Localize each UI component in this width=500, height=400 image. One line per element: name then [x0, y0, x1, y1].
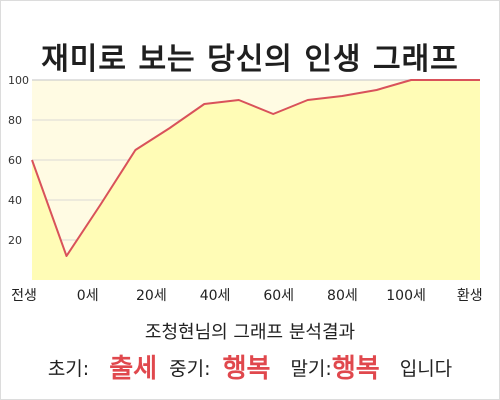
summary-ending: 입니다	[399, 358, 453, 380]
x-tick-label: 20세	[136, 288, 167, 304]
early-value: 출세	[109, 354, 158, 384]
mid-label: 중기:	[169, 358, 211, 380]
area-fill	[32, 80, 480, 280]
early-label: 초기:	[47, 358, 90, 380]
analysis-subtitle: 조청현님의 그래프 분석결과	[144, 322, 356, 343]
chart-title: 재미로 보는 당신의 인생 그래프	[41, 42, 459, 77]
x-tick-label: 60세	[263, 288, 294, 304]
late-label: 말기:	[290, 358, 332, 380]
x-tick-label: 40세	[200, 288, 231, 304]
x-tick-label: 환생	[457, 288, 483, 304]
y-tick-label: 80	[8, 114, 22, 127]
y-tick-label: 100	[8, 74, 29, 87]
mid-value: 행복	[222, 354, 271, 384]
y-tick-label: 20	[8, 234, 22, 247]
analysis-summary: 초기: 출세 중기: 행복 말기:행복 입니다	[0, 348, 500, 385]
y-axis-ticks: 20 40 60 80 100	[8, 74, 29, 247]
late-value: 행복	[331, 354, 380, 384]
x-tick-label: 100세	[386, 288, 426, 304]
x-axis-ticks: 전생 0세 20세 40세 60세 80세 100세 환생	[11, 288, 483, 304]
y-tick-label: 40	[8, 194, 22, 207]
y-tick-label: 60	[8, 154, 22, 167]
x-tick-label: 0세	[77, 288, 99, 304]
x-tick-label: 80세	[327, 288, 358, 304]
series-line	[31, 79, 480, 257]
x-tick-label: 전생	[11, 288, 37, 304]
